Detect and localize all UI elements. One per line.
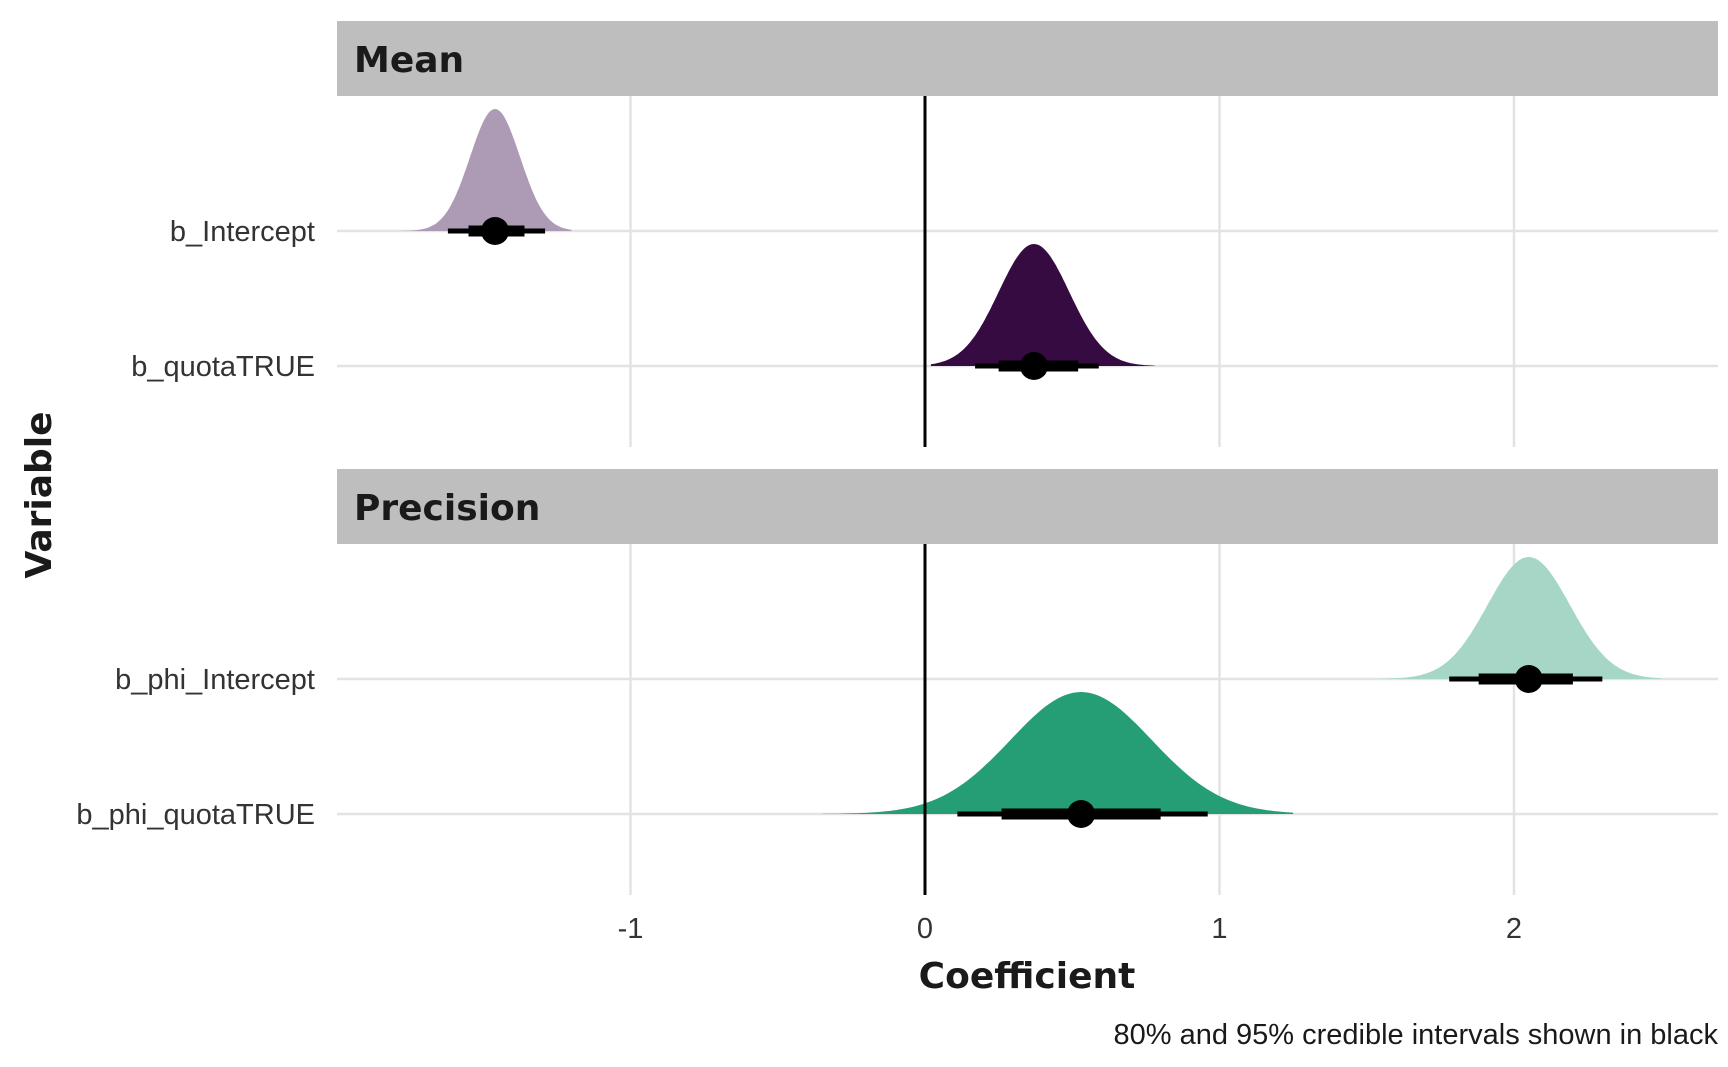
- panel-strip-precision: [337, 469, 1718, 544]
- y-tick-label: b_phi_quotaTRUE: [76, 799, 315, 831]
- median-point-b_Intercept: [481, 217, 510, 245]
- x-tick-label: -1: [618, 913, 644, 945]
- label-layer: b_Intercept b_quotaTRUE b_phi_Intercept b_p…: [76, 216, 1522, 945]
- y-tick-label: b_phi_Intercept: [115, 664, 315, 696]
- caption: 80% and 95% credible intervals shown in …: [1113, 1019, 1718, 1051]
- x-tick-label: 1: [1211, 913, 1227, 945]
- median-point-b_phi_Intercept: [1514, 665, 1543, 693]
- panel-strip-mean: [337, 21, 1718, 96]
- density-b_Intercept: [400, 109, 572, 231]
- density-b_quotaTRUE: [930, 244, 1155, 366]
- median-point-b_phi_quotaTRUE: [1067, 800, 1096, 828]
- y-axis-title: Variable: [19, 411, 60, 578]
- panel-title-precision: Precision: [354, 488, 540, 529]
- y-tick-label: b_quotaTRUE: [131, 351, 315, 383]
- median-point-b_quotaTRUE: [1019, 352, 1048, 380]
- interval-layer: [447, 217, 1603, 828]
- panel-title-mean: Mean: [354, 40, 464, 81]
- x-axis-title: Coefficient: [919, 956, 1136, 997]
- x-tick-label: 0: [917, 913, 933, 945]
- x-tick-label: 2: [1506, 913, 1522, 945]
- density-b_phi_Intercept: [1381, 557, 1662, 679]
- density-b_phi_quotaTRUE: [821, 692, 1294, 814]
- density-layer: [400, 109, 1662, 814]
- y-tick-label: b_Intercept: [170, 216, 315, 248]
